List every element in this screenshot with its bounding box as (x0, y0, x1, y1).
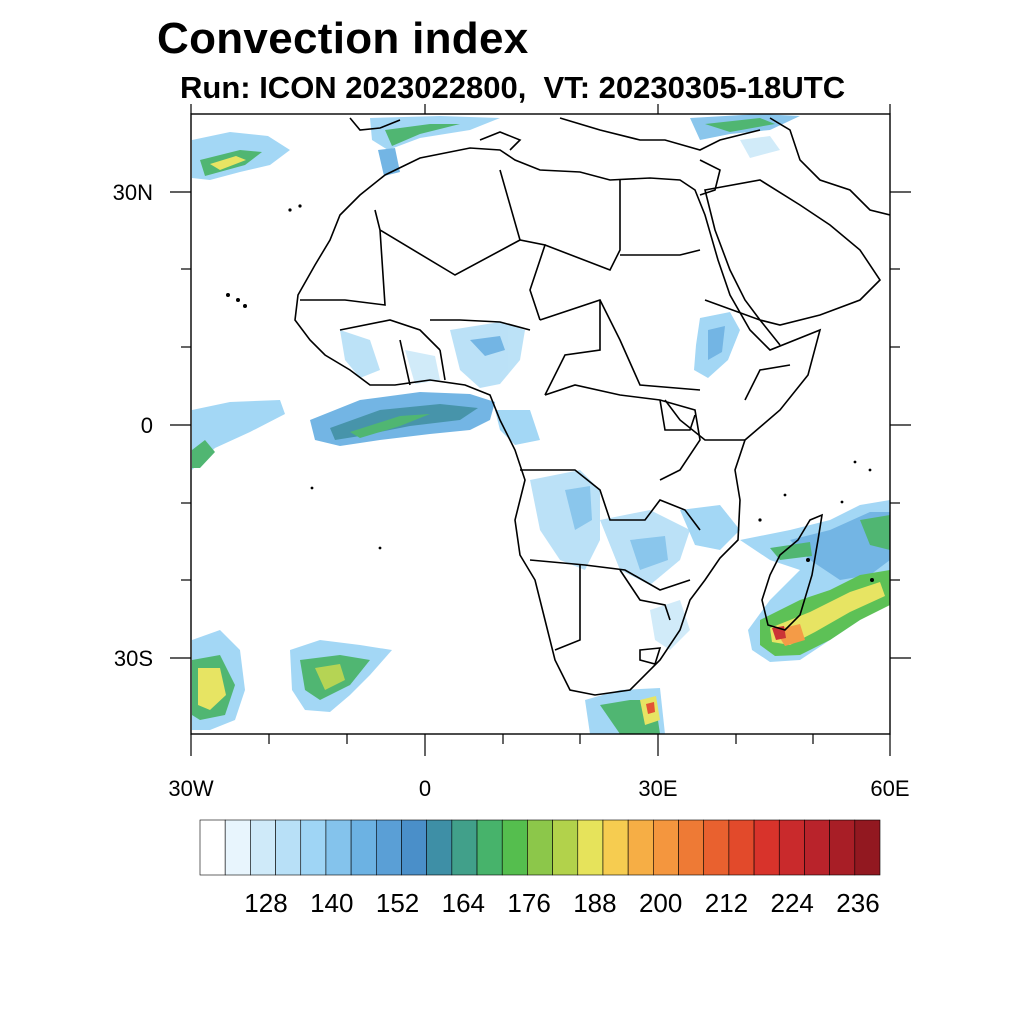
colorbar-swatch (300, 819, 327, 876)
colorbar-swatch (703, 819, 730, 876)
field-itcz (192, 400, 285, 470)
colorbar-label: 164 (442, 888, 485, 918)
colorbar-swatch (224, 819, 251, 876)
colorbar-swatch (527, 819, 553, 876)
colorbar-swatch (552, 819, 579, 876)
colorbar-swatch (451, 819, 478, 876)
page-subtitle: Run: ICON 2023022800, VT: 20230305-18UTC (180, 70, 846, 105)
coastlines-and-borders (294, 117, 890, 696)
lat-label-0: 0 (141, 413, 153, 438)
lat-label-30n: 30N (113, 180, 153, 205)
colorbar-swatch (854, 819, 881, 876)
colorbar-label: 188 (573, 888, 616, 918)
colorbar-label: 236 (836, 888, 879, 918)
madagascar (761, 513, 824, 631)
lon-label-30e: 30E (638, 776, 677, 801)
colorbar-labels: 128 140 152 164 176 188 200 212 224 236 (244, 888, 879, 918)
colorbar-label: 128 (244, 888, 287, 918)
map-area (192, 114, 890, 734)
colorbar-swatch (653, 819, 679, 876)
lon-label-60e: 60E (870, 776, 909, 801)
colorbar-swatch (476, 819, 503, 876)
colorbar-label: 224 (771, 888, 814, 918)
lon-label-30w: 30W (168, 776, 213, 801)
colorbar-swatch (627, 819, 654, 876)
colorbar (199, 819, 881, 876)
colorbar-swatch (678, 819, 705, 876)
map-frame (190, 113, 891, 735)
colorbar-swatch (501, 819, 528, 876)
colorbar-label: 140 (310, 888, 353, 918)
colorbar-swatch (275, 819, 302, 876)
colorbar-swatch (375, 819, 402, 876)
colorbar-swatch (426, 819, 453, 876)
colorbar-swatch (577, 819, 604, 876)
colorbar-swatch (728, 819, 755, 876)
colorbar-swatch (602, 819, 629, 876)
lon-label-0: 0 (419, 776, 431, 801)
colorbar-swatch (778, 819, 805, 876)
colorbar-swatch (804, 819, 830, 876)
convection-fields (192, 114, 890, 734)
colorbar-swatch (325, 819, 352, 876)
africa-coastline (294, 147, 822, 696)
colorbar-swatch (753, 819, 780, 876)
colorbar-label: 176 (507, 888, 550, 918)
colorbar-swatch (829, 819, 856, 876)
colorbar-swatch (199, 819, 226, 876)
colorbar-swatch (250, 819, 276, 876)
colorbar-label: 152 (376, 888, 419, 918)
colorbar-label: 200 (639, 888, 682, 918)
arabia (704, 179, 882, 326)
colorbar-swatch (401, 819, 427, 876)
colorbar-label: 212 (705, 888, 748, 918)
page-title: Convection index (157, 14, 529, 63)
colorbar-swatch (350, 819, 377, 876)
lat-label-30s: 30S (114, 646, 153, 671)
tick-marks (170, 104, 911, 756)
